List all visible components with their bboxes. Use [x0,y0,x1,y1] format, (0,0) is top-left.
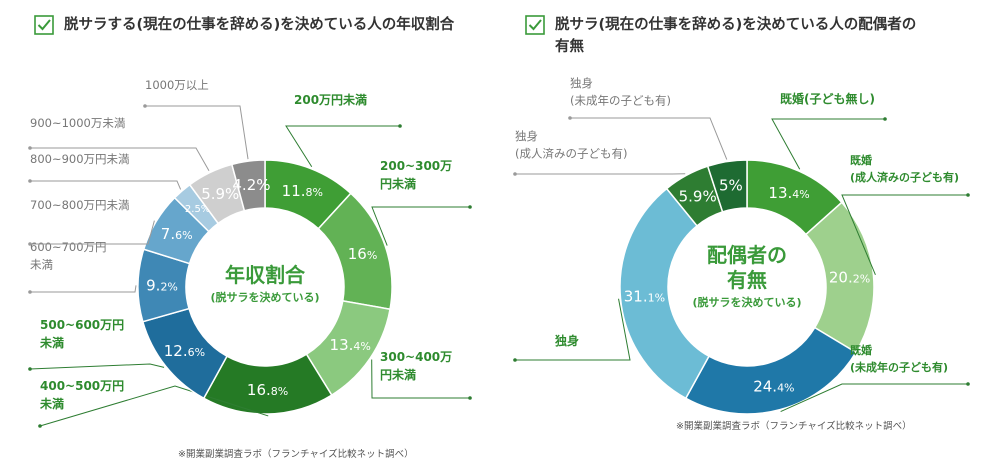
value-label: 20.2% [829,268,870,286]
right-center-title-line1: 配偶者の [707,243,787,267]
category-label: 未満 [39,396,64,411]
left-chart-title: 脱サラする(現在の仕事を辞める)を決めている人の年収割合 [64,17,455,33]
leader-line [780,383,968,412]
leader-dot [513,172,517,176]
category-label: 円未満 [380,367,416,382]
value-label: 11.8% [282,182,323,200]
donut-slice [706,159,748,213]
right-donut-chart: 13.4% 既婚(子ども無し) 20.2% 既婚 (成人済みの子ども有) 24.4% 既婚 (… [513,76,970,415]
category-label: 800~900万円未満 [30,152,130,166]
leader-line [30,180,182,190]
leader-line [771,118,885,170]
category-label: (未成年の子ども有) [570,94,671,108]
value-label: 2.5% [185,204,210,215]
category-label: 既婚(子ども無し) [780,91,875,106]
left-chart-header: 脱サラする(現在の仕事を辞める)を決めている人の年収割合 [34,14,464,36]
category-label: (未成年の子ども有) [850,360,948,374]
leader-dot [513,358,517,362]
right-center-subtitle: (脱サラを決めている) [692,295,801,309]
category-label: 既婚 [850,153,872,167]
value-label: 7.6% [161,225,193,243]
leader-line [29,363,165,370]
left-center-title: 年収割合 [225,263,306,287]
category-label: 300~400万 [380,350,452,364]
category-label: 400~500万円 [40,379,124,393]
right-source-note: ※開業副業調査ラボ（フランチャイズ比較ネット調べ） [676,421,912,432]
leader-line [145,105,249,160]
right-chart-header: 脱サラ(現在の仕事を辞める)を決めている人の配偶者の 有無 [525,14,975,58]
leader-line [30,220,155,245]
leader-dot [28,146,32,150]
leader-line [570,117,728,160]
left-center-subtitle: (脱サラを決めている) [210,290,319,304]
leader-dot [883,117,887,121]
category-label: 200~300万 [380,159,452,173]
category-label: (成人済みの子ども有) [515,147,627,161]
donut-slice [230,159,266,212]
value-label: 5.9% [201,185,239,203]
leader-dot [398,124,402,128]
category-label: 200万円未満 [294,92,367,107]
checkbox-check-icon [525,15,545,35]
category-label: (成人済みの子ども有) [850,170,959,184]
leader-dot [143,104,147,108]
leader-line [841,194,968,276]
leader-line [30,147,210,172]
leader-line [285,125,400,168]
leader-dot [468,205,472,209]
right-chart-title-line2: 有無 [555,39,584,55]
category-label: 既婚 [850,343,872,357]
value-label: 12.6% [164,342,205,360]
leader-dot [28,242,32,246]
value-label: 5% [719,176,743,194]
value-label: 13.4% [330,336,371,354]
value-label: 16.8% [247,381,288,399]
left-source-note: ※開業副業調査ラボ（フランチャイズ比較ネット調べ） [178,449,414,460]
leader-dot [568,116,572,120]
leader-dot [38,424,42,428]
category-label: 未満 [30,258,53,272]
leader-dot [468,396,472,400]
category-label: 600~700万円 [30,240,107,254]
leader-dot [28,179,32,183]
category-label: 独身 [554,333,579,348]
checkbox-check-icon [34,15,54,35]
category-label: 未満 [39,335,64,350]
category-label: 900~1000万未満 [30,116,125,130]
leader-dot [28,290,32,294]
value-label: 4.2% [232,176,270,194]
value-label: 5.9% [679,188,717,206]
donut-slice [684,326,857,415]
category-label: 独身 [570,76,593,90]
value-label: 13.4% [768,184,809,202]
leader-line [371,359,470,399]
value-label: 9.2% [146,277,178,295]
value-label: 16% [348,245,378,263]
leader-dot [28,367,32,371]
value-label: 31.1% [624,287,665,305]
category-label: 1000万以上 [145,78,209,92]
leader-line [39,385,269,427]
category-label: 700~800万円未満 [30,198,130,212]
right-chart-title-line1: 脱サラ(現在の仕事を辞める)を決めている人の配偶者の [555,17,917,33]
right-chart-title: 脱サラ(現在の仕事を辞める)を決めている人の配偶者の 有無 [555,14,916,58]
leader-dot [966,382,970,386]
leader-line [515,298,631,361]
category-label: 独身 [515,129,538,143]
value-label: 24.4% [753,377,794,395]
leader-dot [966,193,970,197]
leader-line [371,206,470,246]
category-label: 500~600万円 [40,318,124,332]
right-center-title-line2: 有無 [727,268,767,292]
leader-line [30,285,137,293]
donut-slice [619,187,710,400]
category-label: 円未満 [380,176,416,191]
